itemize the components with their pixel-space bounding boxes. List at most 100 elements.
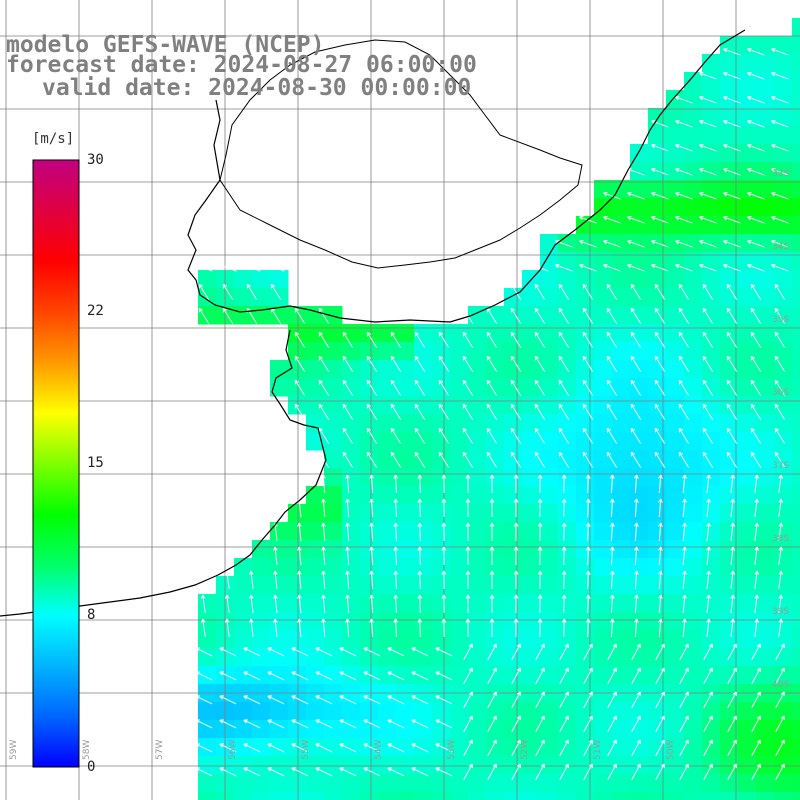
wind-speed-cell xyxy=(720,756,739,775)
wind-arrow xyxy=(675,143,693,152)
wind-speed-cell xyxy=(378,720,397,739)
longitude-label: 56W xyxy=(228,740,238,760)
wind-speed-cell xyxy=(720,360,739,379)
wind-arrow xyxy=(462,427,474,444)
wind-speed-cell xyxy=(738,288,757,307)
wind-arrow xyxy=(750,451,762,468)
wind-speed-cell xyxy=(720,540,739,559)
wind-arrow xyxy=(393,522,399,542)
wind-speed-cell xyxy=(360,630,379,649)
wind-speed-cell xyxy=(612,180,631,199)
wind-arrow xyxy=(654,451,666,468)
wind-speed-cell xyxy=(630,702,649,721)
longitude-label: 52W xyxy=(520,740,530,760)
wind-speed-cell xyxy=(720,576,739,595)
wind-arrow xyxy=(754,594,760,613)
wind-speed-cell xyxy=(702,72,721,91)
wind-arrow xyxy=(609,498,615,518)
wind-speed-cell xyxy=(576,468,595,487)
wind-arrow xyxy=(339,767,357,777)
wind-arrow xyxy=(463,667,473,685)
wind-arrow xyxy=(561,618,567,638)
wind-arrow xyxy=(631,691,641,709)
wind-speed-cell xyxy=(540,702,559,721)
wind-speed-cell xyxy=(234,792,253,800)
wind-arrow xyxy=(730,498,736,517)
wind-arrow xyxy=(778,594,784,613)
wind-speed-cell xyxy=(342,450,361,469)
wind-arrow xyxy=(441,498,447,518)
wind-arrow xyxy=(754,546,760,565)
wind-speed-cell xyxy=(756,792,775,800)
wind-speed-cell xyxy=(792,792,800,800)
wind-arrow xyxy=(363,767,381,777)
wind-speed-cell xyxy=(378,738,397,757)
wind-arrow xyxy=(682,570,687,590)
wind-arrow xyxy=(534,451,546,468)
longitude-label: 53W xyxy=(447,740,457,760)
wind-speed-cell xyxy=(774,558,793,577)
wind-speed-cell xyxy=(324,504,343,523)
wind-arrow xyxy=(219,719,237,729)
wind-speed-cell xyxy=(666,504,685,523)
wind-arrow xyxy=(585,498,591,518)
wind-speed-cell xyxy=(630,558,649,577)
wind-arrow xyxy=(703,667,713,685)
wind-speed-cell xyxy=(774,666,793,685)
wind-arrow xyxy=(634,546,639,566)
wind-arrow xyxy=(699,95,717,104)
wind-speed-cell xyxy=(306,702,325,721)
wind-speed-cell xyxy=(504,540,523,559)
wind-arrow xyxy=(582,283,594,300)
wind-speed-cell xyxy=(720,702,739,721)
wind-speed-cell xyxy=(270,576,289,595)
wind-arrow xyxy=(630,307,642,324)
wind-speed-cell xyxy=(684,396,703,415)
wind-speed-cell xyxy=(234,594,253,613)
wind-arrow xyxy=(441,594,447,614)
wind-speed-cell xyxy=(306,324,325,343)
wind-arrow xyxy=(318,307,330,324)
wind-speed-cell xyxy=(684,144,703,163)
wind-arrow xyxy=(558,451,570,468)
wind-speed-cell xyxy=(684,612,703,631)
wind-arrow xyxy=(438,379,450,396)
wind-arrow xyxy=(654,307,666,324)
wind-speed-cell xyxy=(396,360,415,379)
wind-speed-cell xyxy=(792,378,800,397)
wind-arrow xyxy=(345,618,350,638)
wind-speed-cell xyxy=(432,468,451,487)
wind-arrow xyxy=(771,95,789,104)
wind-speed-cell xyxy=(252,702,271,721)
wind-speed-cell xyxy=(792,486,800,505)
wind-arrow xyxy=(363,671,381,681)
wind-arrow xyxy=(630,451,642,468)
wind-arrow xyxy=(678,355,690,372)
wind-arrow xyxy=(706,546,711,566)
wind-speed-cell xyxy=(774,702,793,721)
wind-speed-cell xyxy=(396,522,415,541)
wind-speed-cell xyxy=(198,648,217,667)
wind-arrow xyxy=(321,498,326,518)
wind-speed-cell xyxy=(576,486,595,505)
wind-arrow xyxy=(750,307,762,324)
wind-speed-cell xyxy=(684,468,703,487)
wind-speed-cell xyxy=(306,612,325,631)
wind-arrow xyxy=(195,647,213,657)
wind-arrow xyxy=(345,522,350,542)
wind-arrow xyxy=(369,498,374,518)
wind-arrow xyxy=(342,451,354,468)
wind-speed-cell xyxy=(612,216,631,235)
wind-arrow xyxy=(699,239,717,248)
wind-arrow xyxy=(606,331,618,348)
wind-arrow xyxy=(582,427,594,444)
wind-arrow xyxy=(774,379,786,396)
wind-speed-cell xyxy=(792,18,800,37)
wind-arrow xyxy=(723,215,741,224)
wind-speed-cell xyxy=(486,594,505,613)
wind-arrow xyxy=(678,331,690,348)
wind-speed-cell xyxy=(414,792,433,800)
wind-speed-cell xyxy=(774,36,793,55)
longitude-label: 59W xyxy=(9,740,19,760)
wind-speed-cell xyxy=(756,288,775,307)
